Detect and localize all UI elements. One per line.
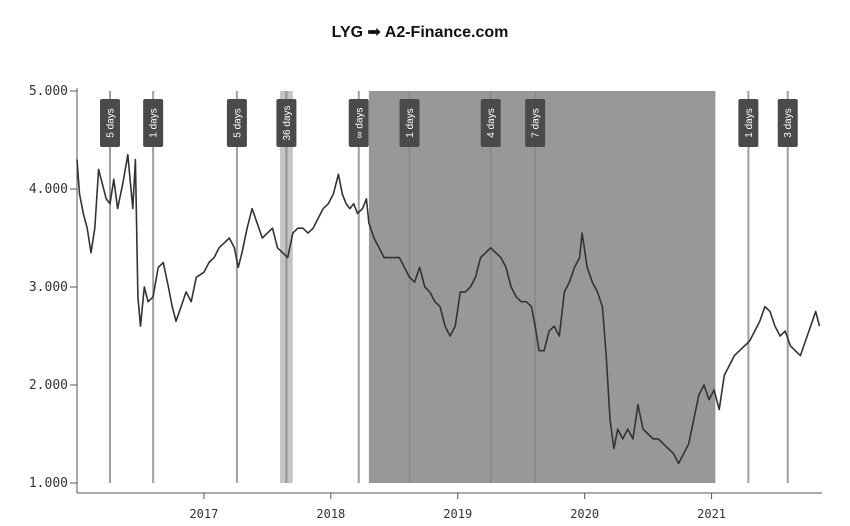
shaded-region [368,91,716,483]
marker-label: 1 days [405,108,416,137]
y-tick-label: 1.000 [29,476,68,491]
y-tick-label: 2.000 [29,378,68,393]
marker-label: 5 days [105,108,116,137]
chart-title: LYG ➟ A2-Finance.com [331,24,509,41]
event-marker: 36 days [276,99,297,147]
event-marker: 5 days [226,99,247,147]
y-tick-label: 4.000 [29,182,68,197]
marker-box [99,99,120,147]
marker-box [348,99,369,147]
marker-box [777,99,798,147]
event-marker: 5 days [99,99,120,147]
x-tick-label: 2021 [697,507,726,521]
marker-box [399,99,420,147]
event-marker: 4 days [480,99,501,147]
marker-label: ∞ days [354,107,365,138]
x-tick-label: 2017 [189,507,218,521]
y-tick-label: 3.000 [29,280,68,295]
marker-label: 5 days [232,108,243,137]
x-tick-label: 2020 [570,507,599,521]
event-marker: 1 days [399,99,420,147]
marker-label: 3 days [783,108,794,137]
x-tick-label: 2019 [443,507,472,521]
marker-label: 4 days [486,108,497,137]
marker-label: 36 days [282,105,293,140]
marker-label: 7 days [531,108,542,137]
event-marker: 7 days [525,99,546,147]
marker-box [143,99,164,147]
event-marker: 1 days [143,99,164,147]
marker-box [525,99,546,147]
x-tick-label: 2018 [316,507,345,521]
marker-box [480,99,501,147]
marker-label: 1 days [744,108,755,137]
y-tick-label: 5.000 [29,84,68,99]
event-marker: 1 days [738,99,759,147]
marker-box [226,99,247,147]
marker-label: 1 days [149,108,160,137]
series-line [76,153,821,465]
marker-box [738,99,759,147]
event-marker: 3 days [777,99,798,147]
marker-box [276,99,297,147]
event-marker: ∞ days [348,99,369,147]
